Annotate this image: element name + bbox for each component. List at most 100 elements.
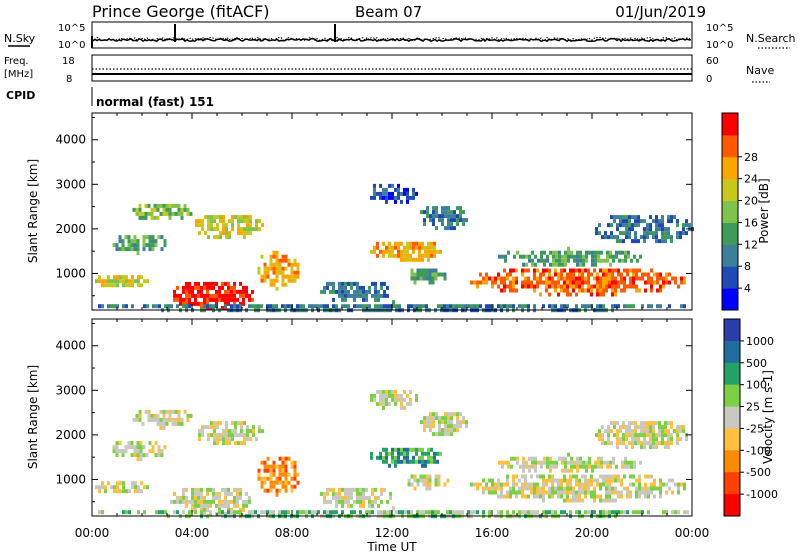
data-cell xyxy=(389,491,392,496)
data-cell xyxy=(570,250,573,255)
data-cell xyxy=(287,262,291,267)
data-cell xyxy=(503,304,506,309)
x-tick-label: 20:00 xyxy=(575,526,610,540)
data-cell xyxy=(341,304,344,309)
data-cell xyxy=(373,195,376,200)
data-cell xyxy=(341,503,344,508)
data-cell xyxy=(606,258,609,263)
data-cell xyxy=(638,510,641,515)
data-cell xyxy=(647,276,650,281)
data-cell xyxy=(494,490,497,495)
data-cell xyxy=(676,441,679,446)
data-cell xyxy=(488,276,491,281)
data-cell xyxy=(209,503,212,508)
data-cell xyxy=(386,499,389,504)
data-cell xyxy=(598,429,601,434)
data-cell xyxy=(569,474,572,479)
data-cell xyxy=(116,489,119,494)
data-cell xyxy=(228,429,231,434)
data-cell xyxy=(222,219,225,224)
data-cell xyxy=(658,421,661,426)
data-cell xyxy=(635,284,638,289)
data-cell xyxy=(432,218,435,223)
data-cell xyxy=(637,215,640,220)
data-cell xyxy=(239,510,242,515)
data-cell xyxy=(269,510,272,515)
data-cell xyxy=(582,262,585,267)
data-cell xyxy=(623,268,626,273)
data-cell xyxy=(353,487,356,492)
data-cell xyxy=(344,499,347,504)
colorbar-tick-label: 16 xyxy=(744,216,758,229)
data-cell xyxy=(222,231,225,236)
data-cell xyxy=(682,429,685,434)
data-cell xyxy=(470,280,473,285)
data-cell xyxy=(246,429,249,434)
data-cell xyxy=(575,276,578,281)
data-cell xyxy=(536,276,539,281)
data-cell xyxy=(646,441,649,446)
data-cell xyxy=(212,297,215,302)
data-cell xyxy=(622,437,625,442)
data-cell xyxy=(584,494,587,499)
data-cell xyxy=(110,304,113,309)
data-cell xyxy=(210,421,213,426)
data-cell xyxy=(147,413,151,418)
data-cell xyxy=(284,484,288,489)
data-cell xyxy=(228,219,231,224)
data-cell xyxy=(588,456,591,461)
data-cell xyxy=(604,231,607,236)
data-cell xyxy=(425,272,429,277)
data-cell xyxy=(616,437,619,442)
data-cell xyxy=(222,433,225,438)
data-cell xyxy=(230,304,233,309)
data-cell xyxy=(272,468,276,473)
data-cell xyxy=(212,499,215,504)
data-cell xyxy=(602,304,605,309)
data-cell xyxy=(435,226,438,231)
data-cell xyxy=(219,235,222,240)
data-cell xyxy=(173,293,176,298)
data-cell xyxy=(624,460,627,465)
data-cell xyxy=(575,510,578,515)
data-cell xyxy=(154,441,158,446)
data-cell xyxy=(572,280,575,285)
data-cell xyxy=(353,281,356,286)
data-cell xyxy=(500,276,503,281)
data-cell xyxy=(534,456,537,461)
data-cell xyxy=(275,488,279,493)
data-cell xyxy=(125,283,128,288)
data-cell xyxy=(676,429,679,434)
data-cell xyxy=(424,459,427,464)
data-cell xyxy=(122,485,125,490)
data-cell xyxy=(383,281,386,286)
data-cell xyxy=(293,258,297,263)
data-cell xyxy=(647,494,650,499)
data-cell xyxy=(688,223,691,228)
data-cell xyxy=(191,503,194,508)
data-cell xyxy=(197,301,200,306)
data-cell xyxy=(293,274,297,279)
data-cell xyxy=(622,433,625,438)
data-cell xyxy=(453,428,456,433)
data-cell xyxy=(665,276,668,281)
data-cell xyxy=(284,510,287,515)
data-cell xyxy=(539,490,542,495)
data-cell xyxy=(287,480,291,485)
data-cell xyxy=(596,272,599,277)
data-cell xyxy=(379,389,382,394)
data-cell xyxy=(272,464,276,469)
data-cell xyxy=(203,511,206,516)
data-cell xyxy=(542,304,545,309)
data-cell xyxy=(133,243,137,248)
data-cell xyxy=(491,280,494,285)
data-cell xyxy=(143,279,146,284)
data-cell xyxy=(227,289,230,294)
data-cell xyxy=(183,409,187,414)
colorbar-tick-label: 100 xyxy=(746,379,767,392)
data-cell xyxy=(266,468,270,473)
data-cell xyxy=(636,258,639,263)
data-cell xyxy=(542,280,545,285)
data-cell xyxy=(215,301,218,306)
data-cell xyxy=(605,498,608,503)
